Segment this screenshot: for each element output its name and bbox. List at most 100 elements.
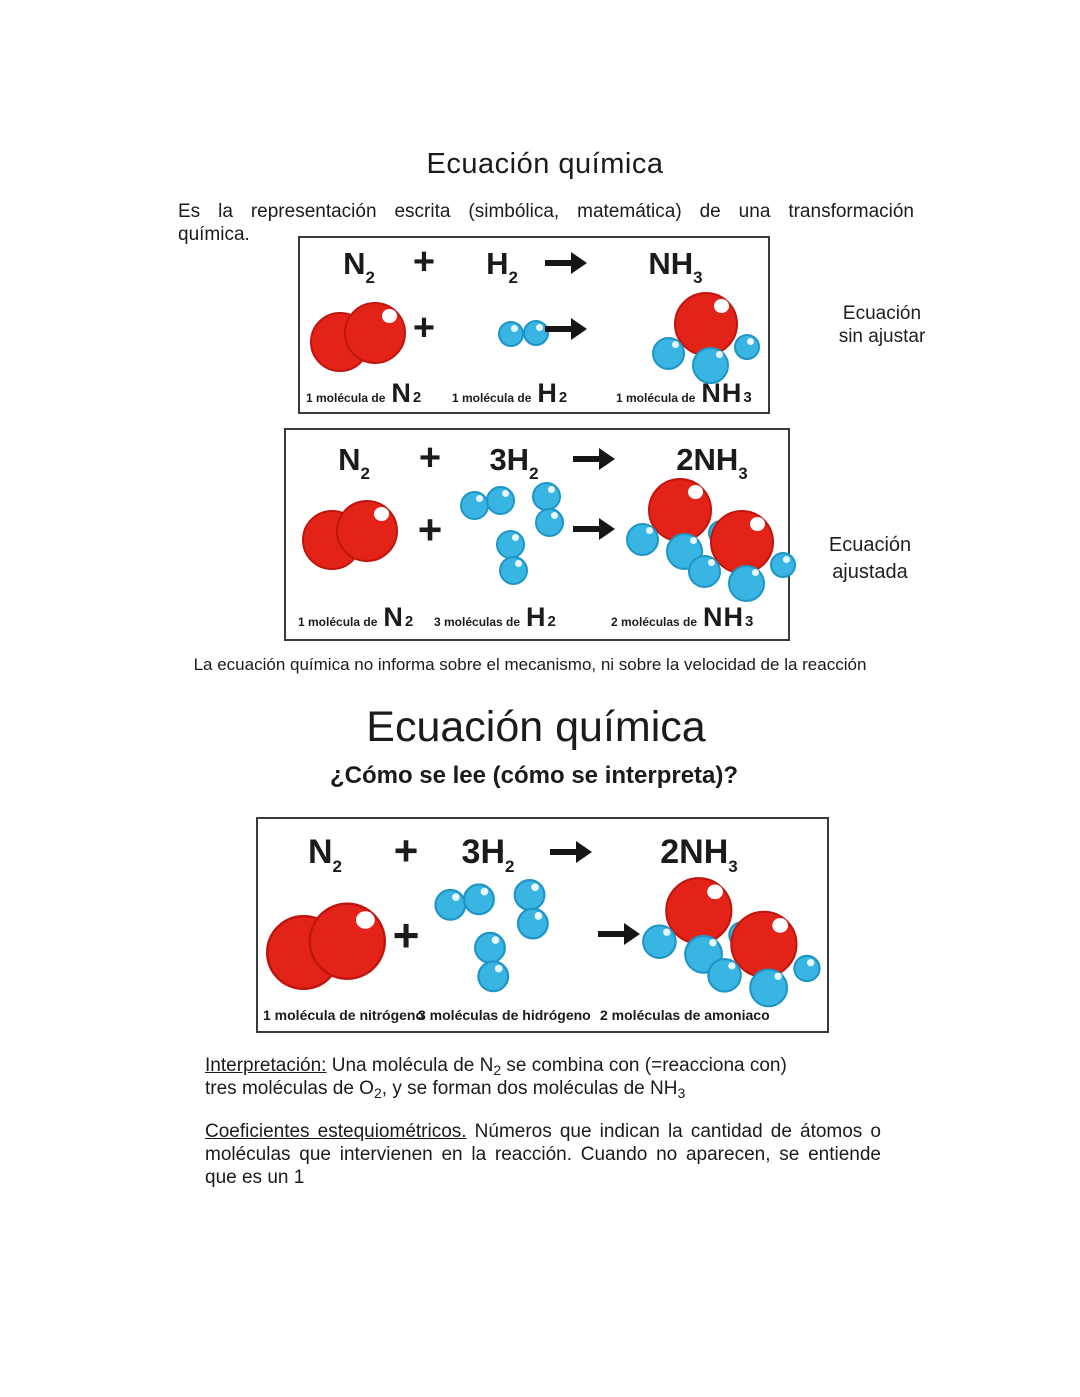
plus-icon: +: [412, 307, 436, 349]
h-atom: [770, 552, 796, 578]
interpretation-paragraph: Interpretación: Una molécula de N2 se co…: [205, 1055, 787, 1101]
n-atom: [665, 877, 733, 945]
arrow-head: [624, 923, 640, 945]
h-atom: [532, 482, 561, 511]
arrow-shaft: [545, 326, 572, 332]
ammonia-molecule-icon: [650, 290, 762, 387]
plus-icon: +: [418, 437, 442, 479]
formula-nh3: NH3: [648, 246, 703, 287]
plus-icon: +: [393, 827, 419, 874]
h-atom: [477, 960, 510, 993]
hydrogen-molecules-icon: [456, 482, 564, 586]
ammonia-molecules-icon: [624, 476, 800, 606]
note-caption: La ecuación química no informa sobre el …: [193, 655, 867, 674]
h-atom: [734, 334, 760, 360]
n-atom: [710, 510, 774, 574]
formula-2nh3: 2NH3: [676, 442, 748, 483]
h-atom: [496, 530, 525, 559]
arrow-right-icon: [545, 252, 587, 274]
h-atom: [523, 320, 549, 346]
molecule-count-label: 3 moléculas de hidrógeno: [418, 1007, 591, 1023]
h-atom: [626, 523, 659, 556]
arrow-shaft: [550, 849, 577, 855]
hydrogen-molecule-icon: [498, 320, 550, 347]
nitrogen-molecule-icon: [266, 895, 386, 1005]
arrow-head: [599, 448, 615, 470]
h-atom: [516, 907, 549, 940]
intro-paragraph: Es la representación escrita (simbólica,…: [178, 201, 914, 245]
section-subtitle: ¿Cómo se lee (cómo se interpreta)?: [329, 762, 739, 789]
molecule-count-label: 1 molécula de N 2: [306, 378, 422, 408]
interpretation-lead: Interpretación:: [205, 1055, 327, 1076]
h-atom: [499, 556, 528, 585]
arrow-head: [599, 518, 615, 540]
formula-3h2: 3H2: [489, 442, 539, 483]
h-atom: [749, 968, 789, 1008]
arrow-shaft: [545, 260, 572, 266]
page-title: Ecuación química: [426, 148, 664, 180]
h-atom: [728, 565, 765, 602]
molecule-count-label: 2 moléculas de amoniaco: [600, 1007, 770, 1023]
h-atom: [535, 508, 564, 537]
h-atom: [486, 486, 515, 515]
hydrogen-molecules-icon: [430, 879, 549, 993]
formula-n2: N2: [343, 246, 375, 287]
formula-n2: N2: [338, 442, 370, 483]
section-title: Ecuación química: [366, 703, 706, 751]
n-atom: [674, 292, 738, 356]
h-atom: [434, 888, 467, 921]
h-atom: [513, 879, 546, 911]
diagram-box-adjusted-equation: N2 + 3H2 2NH3 + 1 molécula de N 2 3: [284, 428, 796, 641]
ammonia-molecule-icon: [705, 909, 823, 1011]
ammonia-molecule-icon: [686, 508, 798, 605]
nitrogen-molecule-icon: [310, 296, 406, 384]
h-atom: [652, 337, 685, 370]
h-atom: [692, 347, 729, 384]
diagram-box-unadjusted-equation: N2 + H2 NH3 + 1 molécula de N 2 1 molécula…: [298, 236, 770, 414]
molecule-count-label: 2 moléculas de NH 3: [611, 602, 754, 632]
coefficients-lead: Coeficientes estequiométricos.: [205, 1121, 467, 1142]
arrow-head: [571, 252, 587, 274]
plus-icon: +: [417, 506, 443, 553]
formula-n2: N2: [307, 833, 343, 876]
h-atom: [688, 555, 721, 588]
arrow-shaft: [573, 526, 600, 532]
formula-3h2: 3H2: [461, 833, 515, 876]
plus-icon: +: [392, 909, 420, 961]
formula-h2: H2: [486, 246, 518, 287]
plus-icon: +: [412, 241, 436, 283]
arrow-right-icon: [598, 923, 640, 945]
h-atom: [642, 924, 677, 959]
arrow-shaft: [598, 931, 625, 937]
arrow-right-icon: [550, 841, 592, 863]
nitrogen-molecule-icon: [302, 494, 398, 582]
formula-2nh3: 2NH3: [660, 833, 738, 876]
h-atom: [474, 931, 506, 964]
h-atom: [463, 883, 495, 916]
h-atom: [460, 491, 489, 520]
arrow-right-icon: [545, 318, 587, 340]
molecule-count-label: 1 molécula de N 2: [298, 602, 414, 632]
n-atom: [344, 302, 406, 364]
n-atom: [308, 902, 386, 980]
molecule-count-label: 1 molécula de nitrógeno: [263, 1007, 425, 1023]
h-atom: [793, 954, 821, 983]
h-atom: [707, 957, 742, 993]
h-atom: [498, 321, 524, 347]
h-atom: [666, 533, 703, 570]
molecule-count-label: 1 molécula de H 2: [452, 378, 568, 408]
n-atom: [336, 500, 398, 562]
equation-status-label-adjusted: Ecuación ajustada: [828, 534, 912, 583]
arrow-head: [576, 841, 592, 863]
molecule-count-label: 3 moléculas de H 2: [434, 602, 556, 632]
ammonia-molecules-icon: [640, 875, 825, 1012]
molecule-count-label: 1 molécula de NH 3: [616, 378, 752, 408]
coefficients-paragraph: Coeficientes estequiométricos. Números q…: [205, 1121, 881, 1188]
arrow-right-icon: [573, 448, 615, 470]
diagram-box-interpretation: N2 + 3H2 2NH3 + 1 molécula de nitrógeno …: [256, 817, 829, 1033]
arrow-right-icon: [573, 518, 615, 540]
arrow-shaft: [573, 456, 600, 462]
n-atom: [648, 478, 712, 542]
equation-status-label-unadjusted: Ecuación sin ajustar: [838, 303, 926, 347]
arrow-head: [571, 318, 587, 340]
